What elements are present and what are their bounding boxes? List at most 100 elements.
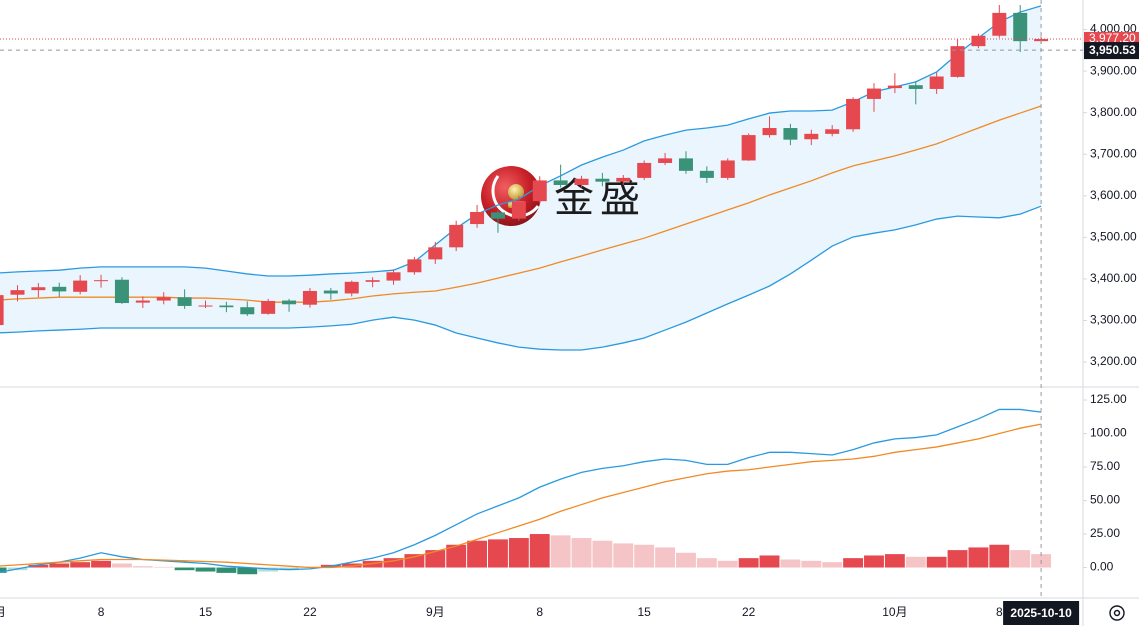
candle-body	[804, 133, 819, 140]
settings-button[interactable]	[1109, 605, 1125, 621]
x-tick-label: 8	[536, 605, 543, 619]
candle-body	[365, 280, 380, 282]
macd-histogram-bar	[905, 556, 926, 568]
x-tick-label: 22	[303, 605, 317, 619]
candle-body	[135, 300, 150, 303]
candle-body	[407, 259, 422, 273]
candle-body	[971, 35, 986, 47]
x-tick-label: 22	[742, 605, 756, 619]
candle-body	[595, 178, 610, 182]
candle-body	[449, 224, 464, 248]
macd-histogram-bar	[926, 556, 947, 568]
macd-line	[0, 408, 1042, 573]
candle-body	[532, 180, 547, 202]
x-tick-label: 8月	[0, 605, 6, 619]
candle-body	[302, 290, 317, 305]
candle-body	[616, 177, 631, 182]
candle-body	[658, 158, 673, 163]
x-tick-label: 15	[199, 605, 213, 619]
watermark-text: 金盛	[554, 177, 646, 221]
macd-histogram-bar	[550, 535, 571, 568]
macd-histogram-bar	[655, 547, 676, 568]
candle-body	[490, 212, 505, 219]
candle-body	[156, 297, 171, 301]
macd-histogram-bar	[91, 560, 111, 568]
crosshair-price-box	[1084, 42, 1139, 60]
candle-body	[825, 129, 840, 134]
candle-body	[0, 295, 4, 326]
macd-histogram-bar	[425, 550, 446, 568]
y2-tick-label: 125.00	[1090, 392, 1127, 406]
candle-body	[678, 158, 693, 171]
x-tick-label: 8	[996, 605, 1003, 619]
candle-body	[992, 12, 1007, 36]
candle-body	[198, 305, 213, 307]
macd-histogram-bar	[216, 567, 237, 573]
y2-tick-label: 100.00	[1090, 426, 1127, 440]
y-tick-label: 3,400.00	[1090, 271, 1137, 285]
macd-histogram-bar	[467, 540, 488, 568]
candle-body	[950, 46, 965, 77]
crosshair-price-label: 3,950.53	[1089, 43, 1136, 57]
macd-histogram-bar	[613, 543, 634, 568]
candle-body	[574, 178, 589, 185]
macd-histogram-bar	[947, 550, 968, 568]
candle-body	[699, 170, 714, 178]
y2-tick-label: 75.00	[1090, 459, 1120, 473]
y-tick-label: 3,900.00	[1090, 63, 1137, 77]
candle-body	[511, 201, 526, 219]
x-tick-label: 15	[638, 605, 652, 619]
candle-body	[720, 160, 735, 178]
macd-histogram-bar	[738, 558, 759, 568]
candle-body	[887, 85, 902, 89]
background-layer	[0, 5, 1042, 351]
macd-histogram-bar	[488, 539, 508, 568]
macd-histogram-bar	[968, 547, 989, 568]
candle-body	[10, 290, 25, 295]
macd-histogram-bar	[153, 566, 174, 568]
candle-body	[866, 88, 881, 99]
macd-histogram-bar	[111, 563, 132, 568]
candle-body	[762, 128, 777, 136]
macd-histogram-bar	[0, 567, 7, 573]
logo-coin	[508, 184, 524, 200]
candle-body	[908, 85, 923, 89]
candle-body	[470, 211, 485, 225]
x-tick-label: 9月	[426, 605, 445, 619]
bollinger-line	[0, 205, 1042, 351]
macd-histogram-bar	[404, 554, 425, 568]
macd-histogram-bar	[237, 567, 258, 575]
macd-histogram-bar	[634, 544, 655, 568]
candle-body	[1013, 12, 1028, 42]
macd-histogram-bar	[759, 555, 780, 568]
y-tick-label: 3,800.00	[1090, 105, 1137, 119]
plot-area	[0, 4, 1052, 575]
candle-body	[553, 180, 568, 185]
macd-histogram-bar	[383, 558, 404, 568]
macd-histogram-bar	[279, 567, 300, 571]
macd-histogram-bar	[822, 562, 843, 568]
macd-histogram-bar	[508, 538, 529, 568]
candle-body	[741, 135, 756, 161]
candle-body	[219, 305, 234, 308]
macd-histogram-bar	[49, 563, 70, 568]
macd-histogram-bar	[571, 538, 592, 568]
macd-histogram-bar	[28, 564, 49, 568]
macd-histogram-bar	[70, 562, 91, 568]
macd-histogram-bar	[195, 567, 216, 572]
macd-histogram-bar	[592, 540, 613, 568]
candle-body	[929, 76, 944, 89]
settings-icon-center	[1113, 609, 1121, 617]
candle-body	[31, 287, 46, 291]
macd-histogram-bar	[132, 566, 153, 568]
candle-body	[177, 297, 192, 306]
candle-body	[94, 280, 109, 282]
logo-ring	[491, 175, 540, 218]
macd-histogram-bar	[843, 558, 864, 568]
y2-tick-label: 25.00	[1090, 526, 1120, 540]
macd-histogram-bar	[174, 567, 195, 571]
y-tick-label: 3,600.00	[1090, 188, 1137, 202]
